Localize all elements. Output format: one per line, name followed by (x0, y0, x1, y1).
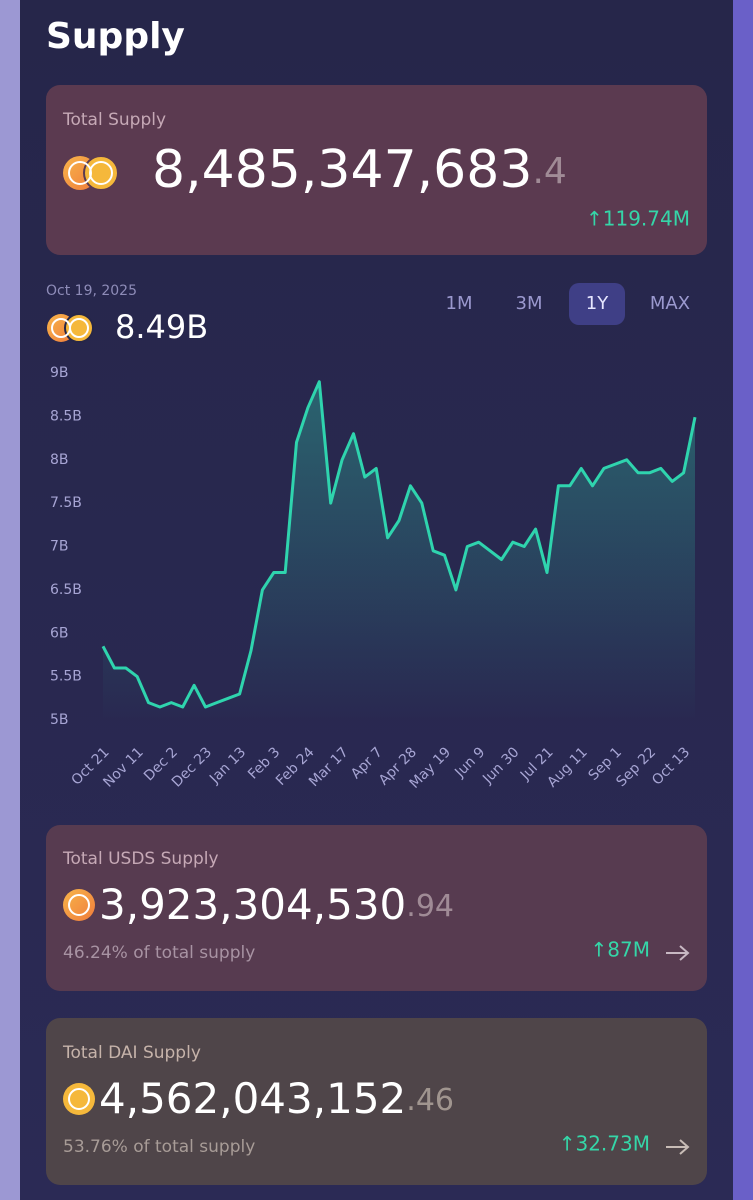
change: ↑32.73M (559, 1132, 650, 1156)
usds-card (46, 825, 707, 991)
range-button[interactable]: 3M (516, 293, 543, 314)
y-tick-label: 7.5B (50, 495, 82, 511)
range-button[interactable]: 1M (446, 293, 473, 314)
right-edge (733, 0, 753, 1200)
change: ↑87M (591, 938, 650, 962)
range-button[interactable]: MAX (650, 293, 690, 314)
total-amount: 8,485,347,683.4 (152, 140, 567, 200)
total-card (46, 85, 707, 255)
y-tick-label: 9B (50, 365, 69, 381)
dai-card (46, 1018, 707, 1185)
y-tick-label: 6.5B (50, 582, 82, 598)
title: Supply (46, 16, 185, 57)
card-label: Total USDS Supply (62, 849, 219, 869)
hover-date: Oct 19, 2025 (46, 283, 137, 299)
coin-icons (63, 155, 119, 191)
change: ↑119.74M (586, 207, 690, 231)
arrow[interactable] (666, 945, 690, 961)
area (103, 381, 695, 720)
range-button[interactable]: 1Y (586, 293, 609, 314)
dai-amount: 4,562,043,152.46 (99, 1074, 454, 1123)
range-selected (569, 283, 625, 325)
usds-amount: 3,923,304,530.94 (99, 880, 454, 929)
y-tick-label: 7B (50, 539, 69, 555)
coin-icon (63, 889, 95, 921)
arrow[interactable] (666, 1139, 690, 1155)
card-label: Total Supply (62, 110, 166, 130)
coin-icon (63, 1083, 95, 1115)
y-tick-label: 5.5B (50, 669, 82, 685)
left-edge (0, 0, 20, 1200)
share: 46.24% of total supply (63, 943, 255, 963)
card-label: Total DAI Supply (62, 1043, 201, 1063)
y-tick-label: 8.5B (50, 408, 82, 424)
line (101, 380, 697, 709)
hover-value: 8.49B (115, 308, 208, 346)
y-tick-label: 8B (50, 452, 69, 468)
y-tick-label: 5B (50, 712, 69, 728)
share: 53.76% of total supply (63, 1137, 255, 1157)
y-tick-label: 6B (50, 625, 69, 641)
coin-icons (47, 313, 94, 343)
